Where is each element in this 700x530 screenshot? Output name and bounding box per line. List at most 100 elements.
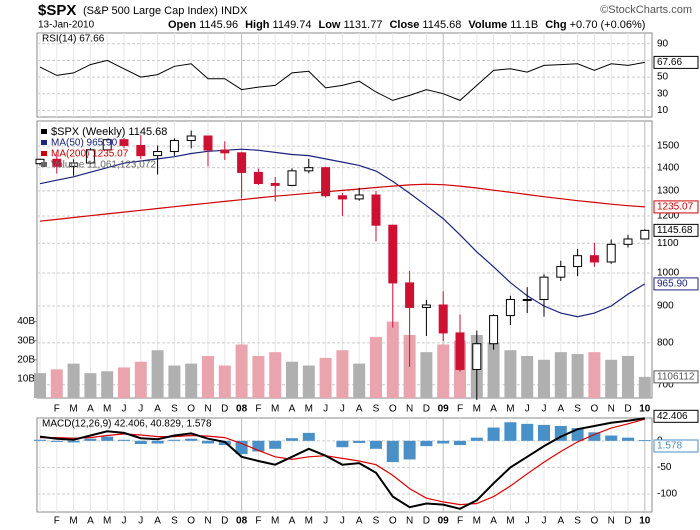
histogram-bar [50,440,63,442]
y-tick-label: 1300 [657,186,680,197]
volume-tick-label: 30B [17,335,35,346]
quote-value: 1131.77 [343,19,382,31]
line [40,418,645,506]
histogram-bar [420,440,433,447]
value-label: 1145.68 [657,225,693,236]
volume-bar [218,365,231,398]
x-tick-label: J [542,516,547,527]
x-tick-label: 08 [236,404,248,415]
x-tick-label: O [187,404,195,415]
legend-entry: $SPX (Weekly) 1145.68 [51,126,167,138]
x-tick-label: F [54,516,60,527]
volume-bar [487,342,500,398]
volume-bar [269,352,282,398]
volume-bar [437,344,450,398]
histogram-bar [151,440,164,444]
value-box [653,277,699,291]
y-tick-label: 1000 [657,268,680,279]
x-tick-label: O [389,516,397,527]
x-tick-label: A [154,404,161,415]
x-tick-label: N [406,516,413,527]
histogram-bar [302,432,315,441]
legend-entry: MA(200) 1235.07 [51,149,129,160]
candle-body [354,194,364,200]
x-tick-label: A [356,404,363,415]
quote-label: Low [318,19,340,31]
x-tick-label: J [122,404,127,415]
x-tick-label: N [608,516,615,527]
candle-body [606,243,616,263]
candle-body [505,299,515,317]
volume-bar [588,352,601,398]
value-box [653,55,699,69]
volume-bar [286,361,298,398]
volume-bar [353,363,366,398]
value-box [653,223,699,237]
x-tick-label: A [87,404,94,415]
x-tick-label: M [473,516,481,527]
value-label: 1235.07 [657,202,694,213]
histogram-bar [588,432,601,441]
volume-bar [151,350,164,398]
histogram-bar [386,440,399,463]
candle-body [371,194,381,226]
x-tick-label: M [506,516,514,527]
candle-body [119,139,129,146]
volume-tick-label: 20B [17,354,35,365]
x-tick-label: M [69,516,77,527]
histogram-bar [638,439,651,441]
x-tick-label: S [171,404,178,415]
x-tick-label: J [122,516,127,527]
histogram-bar [487,427,500,441]
candle-body [472,343,482,370]
volume-bar [84,373,97,398]
quote-value: 1145.96 [199,19,238,31]
symbol: $SPX [38,2,76,19]
y-tick-label: 10 [657,105,669,116]
volume-tick-label: 10B [17,374,35,385]
y-tick-label: 30 [657,88,669,99]
quote-value: 1149.74 [273,19,312,31]
histogram-bar [336,440,349,448]
volume-bar [67,363,80,398]
histogram-bar [622,437,634,441]
x-tick-label: N [204,516,211,527]
volume-bar [538,359,550,398]
y-tick-label: -50 [657,462,672,473]
x-tick-label: D [423,404,430,415]
volume-tick-label: 40B [17,316,35,327]
x-tick-label: M [69,404,77,415]
x-tick-label: N [608,404,615,415]
volume-bar [370,336,382,398]
x-tick-label: S [373,516,380,527]
x-tick-label: M [305,404,313,415]
candle-body [237,152,247,173]
candle-body [623,238,633,245]
candle-body [270,183,280,186]
quote-label: High [245,19,270,31]
histogram-bar [504,422,517,441]
volume-bar [101,371,114,398]
line [39,59,645,101]
volume-bar [638,376,651,398]
y-tick-label: 900 [657,301,674,312]
name: (S&P 500 Large Cap Index) [83,5,218,17]
histogram-bar [353,440,366,443]
x-tick-label: S [373,404,380,415]
candle-body [489,315,499,345]
candle-body [220,149,230,154]
legend-swatch [41,140,47,145]
x-tick-label: M [506,404,514,415]
y-tick-label: 1500 [657,141,680,152]
x-tick-label: D [221,404,228,415]
volume-bar [319,357,332,398]
candle-body [186,135,196,141]
x-tick-label: N [406,404,413,415]
x-tick-label: N [204,404,211,415]
x-tick-label: A [87,516,94,527]
macd-panel [36,417,653,513]
x-tick-label: O [187,516,195,527]
histogram-bar [67,440,80,443]
value-box [653,370,699,384]
